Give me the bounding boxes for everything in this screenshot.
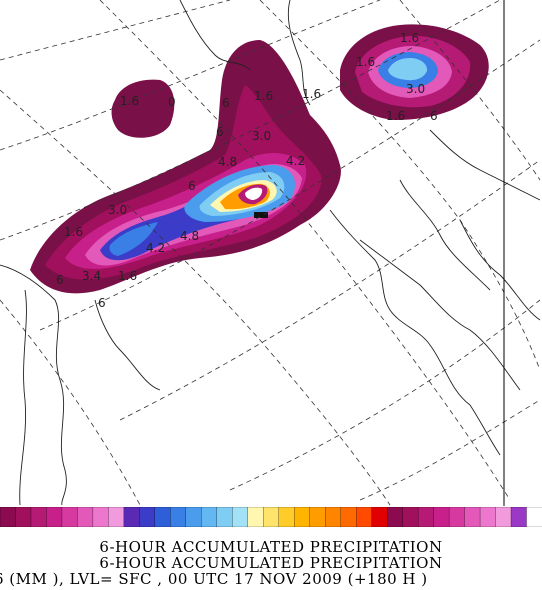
contour-label: 1.6 bbox=[118, 269, 137, 283]
color-scale-swatch bbox=[247, 507, 264, 527]
color-scale-swatch bbox=[139, 507, 156, 527]
contour-label: 6 bbox=[188, 179, 196, 193]
map-footer: 6 (MM ), LVL= SFC , 00 UTC 17 NOV 2009 (… bbox=[0, 570, 428, 588]
contour-label: 1.6 bbox=[64, 225, 83, 239]
color-scale-swatch bbox=[201, 507, 218, 527]
contour-labels: 1.6 1.6 6 0 6 1.6 3.0 4.8 6 4.2 3.0 1.6 … bbox=[56, 31, 438, 310]
contour-label: 0 bbox=[168, 95, 176, 109]
color-scale-swatch bbox=[170, 507, 187, 527]
map-canvas: 1.6 1.6 6 0 6 1.6 3.0 4.8 6 4.2 3.0 1.6 … bbox=[0, 0, 542, 506]
precipitation-field bbox=[30, 24, 489, 294]
contour-label: 6 bbox=[430, 109, 438, 123]
contour-label: 6 bbox=[98, 296, 106, 310]
color-scale-swatch bbox=[495, 507, 512, 527]
map-title-line-1: 6-HOUR ACCUMULATED PRECIPITATION bbox=[99, 538, 443, 556]
color-scale-swatch bbox=[154, 507, 172, 527]
color-scale-swatch bbox=[15, 507, 32, 527]
color-scale-swatch bbox=[433, 507, 450, 527]
color-scale-swatch bbox=[61, 507, 79, 527]
contour-label: 1.6 bbox=[302, 87, 321, 101]
color-scale-swatch bbox=[0, 507, 17, 527]
contour-label: 3.0 bbox=[252, 129, 271, 143]
coastlines bbox=[0, 0, 541, 506]
contour-label: 6 bbox=[222, 96, 230, 110]
color-scale-swatch bbox=[30, 507, 48, 527]
map-title-line-2: 6-HOUR ACCUMULATED PRECIPITATION bbox=[99, 554, 443, 572]
contour-label: 1.6 bbox=[386, 109, 405, 123]
contour-label: 4.8 bbox=[180, 229, 199, 243]
color-scale-swatch bbox=[386, 507, 404, 527]
color-scale-swatch bbox=[294, 507, 311, 527]
contour-label: 1.6 bbox=[254, 89, 273, 103]
color-scale-swatch bbox=[123, 507, 141, 527]
color-scale-swatch bbox=[92, 507, 110, 527]
color-scale-swatch bbox=[216, 507, 233, 527]
color-scale-swatch bbox=[526, 507, 542, 527]
contour-label: 4.2 bbox=[146, 241, 165, 255]
color-scale-swatch bbox=[232, 507, 249, 527]
color-scale-swatch bbox=[46, 507, 63, 527]
contour-label: 1.6 bbox=[400, 31, 419, 45]
color-scale-swatch bbox=[325, 507, 342, 527]
color-scale-swatch bbox=[278, 507, 295, 527]
color-scale-swatch bbox=[340, 507, 357, 527]
precip-region-west bbox=[111, 79, 175, 138]
contour-label: 6 bbox=[216, 125, 224, 139]
contour-label: 4.8 bbox=[218, 155, 237, 169]
contour-label: 3.0 bbox=[108, 203, 127, 217]
color-scale-swatch bbox=[417, 507, 435, 527]
color-scale-swatch bbox=[510, 507, 528, 527]
color-scale-swatch bbox=[464, 507, 481, 527]
color-scale-swatch bbox=[108, 507, 125, 527]
lat-lon-grid bbox=[0, 0, 541, 506]
color-scale-bar bbox=[0, 507, 542, 527]
color-scale-swatch bbox=[309, 507, 326, 527]
precipitation-map: 1.6 1.6 6 0 6 1.6 3.0 4.8 6 4.2 3.0 1.6 … bbox=[0, 0, 542, 506]
color-scale-swatch bbox=[185, 507, 202, 527]
contour-label: 6 bbox=[56, 273, 64, 287]
contour-label: 3.4 bbox=[82, 269, 101, 283]
color-scale-swatch bbox=[402, 507, 419, 527]
color-scale-swatch bbox=[356, 507, 373, 527]
contour-label: 4.2 bbox=[286, 154, 305, 168]
contour-label: 3.0 bbox=[406, 82, 425, 96]
contour-label: 1.6 bbox=[120, 94, 139, 108]
color-scale-swatch bbox=[448, 507, 466, 527]
color-scale-swatch bbox=[479, 507, 497, 527]
color-scale-swatch bbox=[263, 507, 280, 527]
color-scale-swatch bbox=[77, 507, 94, 527]
color-scale-swatch bbox=[371, 507, 388, 527]
contour-label: 1.6 bbox=[356, 55, 375, 69]
